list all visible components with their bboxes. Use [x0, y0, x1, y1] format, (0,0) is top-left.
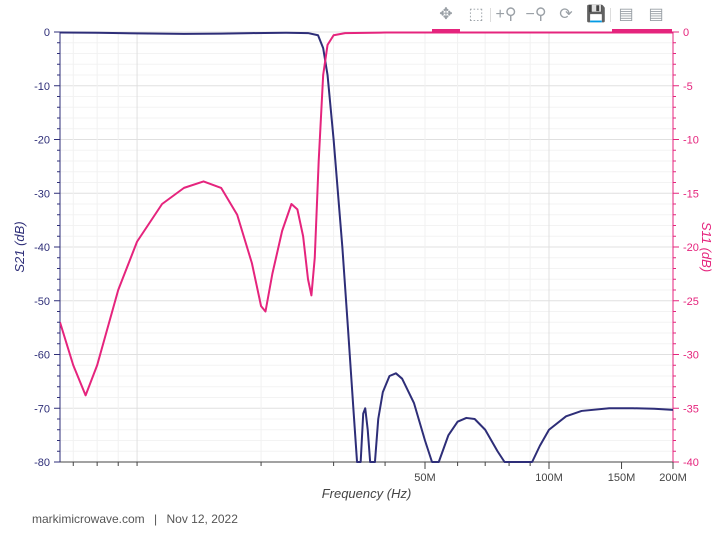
footer-date: Nov 12, 2022	[166, 512, 238, 526]
axes: 0 -10 -20 -30 -40 -50 -60 -70 -80 0 -5 -10 -15 -20 -25…	[34, 27, 699, 484]
grid	[60, 31, 674, 463]
pan-icon[interactable]: ✥	[439, 6, 453, 23]
y-right-tick-label: -20	[683, 242, 699, 254]
toolbar-active-indicator	[612, 29, 672, 32]
y-left-tick-label: -10	[34, 81, 50, 93]
y-right-tick-label: -15	[683, 188, 699, 200]
hover-s21-icon[interactable]: ▤	[618, 6, 634, 23]
x-tick-label: 200M	[659, 472, 687, 484]
chart-toolbar: ✥ ⬚ +⚲ −⚲ ⟳ 💾 ▤ ▤	[430, 0, 720, 32]
y-right-tick-label: -10	[683, 135, 699, 147]
footer-source[interactable]: markimicrowave.com	[32, 512, 145, 526]
series	[60, 31, 673, 463]
s21-line	[60, 31, 673, 463]
y-left-tick-label: -70	[34, 403, 50, 415]
hover-s11-icon[interactable]: ▤	[648, 6, 664, 23]
footer-separator: |	[154, 512, 158, 526]
y-axis-left-title: S21 (dB)	[12, 221, 27, 272]
y-right-tick-label: -35	[683, 403, 699, 415]
reset-icon[interactable]: ⟳	[559, 6, 573, 23]
y-right-tick-label: -30	[683, 350, 699, 362]
y-left-tick-label: -30	[34, 188, 50, 200]
y-right-tick-label: -25	[683, 296, 699, 308]
y-left-tick-label: -80	[34, 457, 50, 469]
toolbar-separator	[610, 8, 611, 22]
zoom-out-icon[interactable]: −⚲	[525, 6, 547, 23]
x-tick-label: 50M	[414, 472, 435, 484]
y-right-tick-label: -5	[683, 81, 693, 93]
y-right-tick-label: 0	[683, 27, 689, 39]
y-left-tick-label: -40	[34, 242, 50, 254]
y-left-tick-label: -60	[34, 350, 50, 362]
zoom-in-icon[interactable]: +⚲	[495, 6, 517, 23]
s11-line	[60, 31, 673, 397]
x-tick-label: 150M	[608, 472, 636, 484]
y-axis-right-title: S11 (dB)	[699, 222, 714, 272]
box-zoom-icon[interactable]: ⬚	[468, 6, 484, 23]
y-left-tick-label: 0	[44, 27, 50, 39]
x-axis-title: Frequency (Hz)	[322, 486, 412, 501]
footer: markimicrowave.com | Nov 12, 2022	[32, 512, 238, 526]
toolbar-active-indicator	[432, 29, 460, 32]
save-icon[interactable]: 💾	[586, 6, 606, 23]
x-tick-label: 100M	[535, 472, 563, 484]
y-right-tick-label: -40	[683, 457, 699, 469]
y-left-tick-label: -50	[34, 296, 50, 308]
toolbar-separator	[490, 8, 491, 22]
y-left-tick-label: -20	[34, 135, 50, 147]
